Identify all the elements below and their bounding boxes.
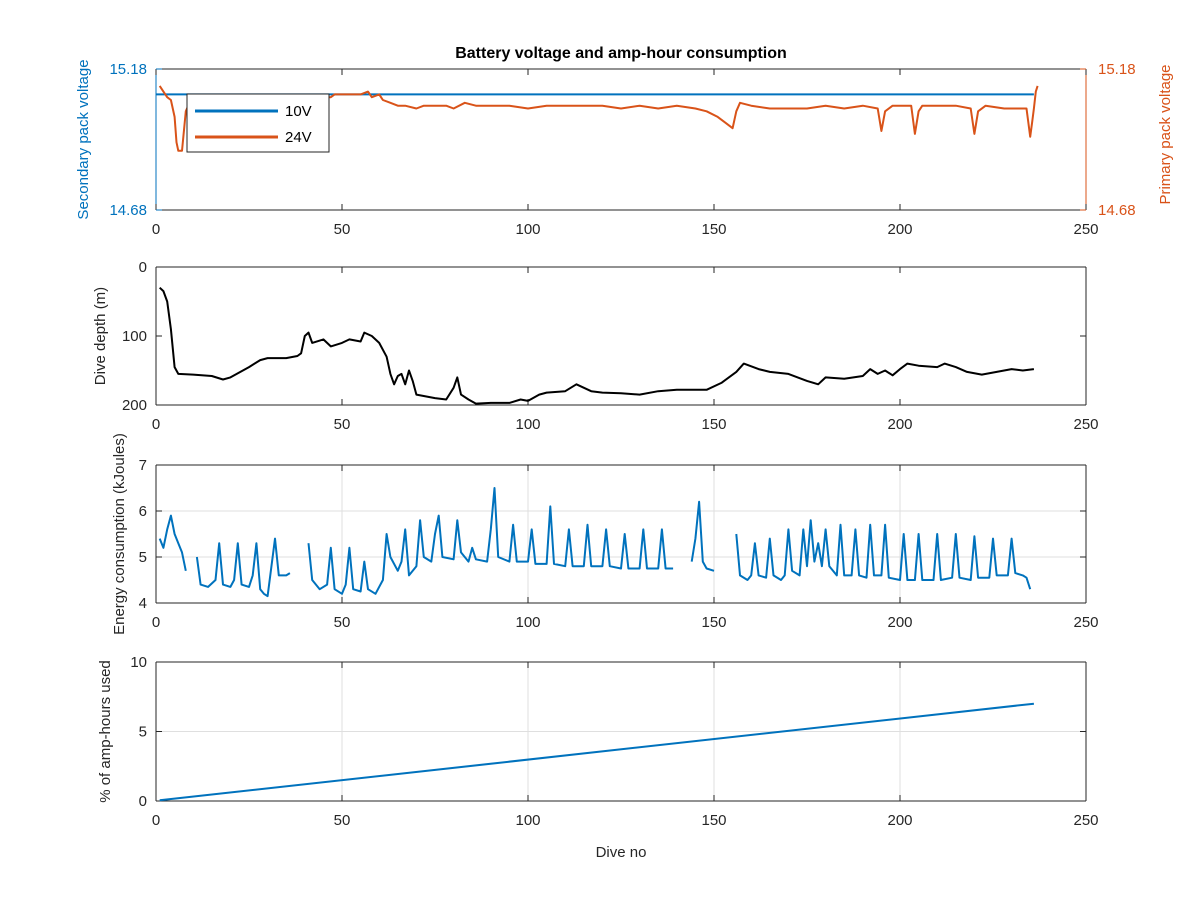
x-tick-label: 250 (1073, 614, 1098, 631)
y-tick-label: 5 (139, 724, 147, 741)
legend-label: 24V (285, 129, 312, 146)
x-tick-label: 0 (152, 221, 160, 238)
x-tick-label: 100 (515, 614, 540, 631)
y-axis-label: Energy consumption (kJoules) (111, 433, 128, 635)
y-tick-label: 7 (139, 457, 147, 474)
x-tick-label: 50 (334, 416, 351, 433)
x-tick-label: 250 (1073, 416, 1098, 433)
series-line-1 (158, 514, 187, 572)
legend-label: 10V (285, 103, 312, 120)
series-line-1 (159, 702, 1035, 802)
x-tick-label: 150 (701, 614, 726, 631)
y-tick-label: 0 (139, 259, 147, 276)
subplot-2: 0 50 100 150 200 250 0 100 200 Dive depth (m) (92, 259, 1099, 433)
chart-title: Battery voltage and amp-hour consumption (455, 45, 787, 62)
subplot-1: 0 50 100 150 200 25014.6815.1814.6815.18Secon… (75, 45, 1174, 238)
y-tick-label: 4 (139, 595, 147, 612)
x-tick-label: 200 (887, 812, 912, 829)
y-right-tick-label: 15.18 (1098, 61, 1136, 78)
series-line-1 (195, 537, 291, 598)
y-right-axis-label: Primary pack voltage (1157, 64, 1174, 204)
subplot-3: 0 50 100 150 200 250 4 5 6 7 Energy consumption (k… (111, 433, 1099, 635)
x-tick-label: 200 (887, 416, 912, 433)
x-tick-label: 150 (701, 221, 726, 238)
x-tick-label: 0 (152, 416, 160, 433)
x-axis-label: Dive no (596, 844, 647, 861)
y-tick-label: 5 (139, 549, 147, 566)
y-tick-label: 14.68 (109, 202, 147, 219)
x-tick-label: 250 (1073, 221, 1098, 238)
x-tick-label: 50 (334, 614, 351, 631)
series-line-1 (307, 487, 674, 595)
x-tick-label: 50 (334, 812, 351, 829)
y-tick-label: 10 (130, 654, 147, 671)
subplot-4: 0 50 100 150 200 250 0 5 10 % of amp-hours used Di… (97, 654, 1099, 861)
x-tick-label: 150 (701, 812, 726, 829)
y-right-tick-label: 14.68 (1098, 202, 1136, 219)
x-tick-label: 100 (515, 221, 540, 238)
x-tick-label: 250 (1073, 812, 1098, 829)
y-tick-label: 200 (122, 397, 147, 414)
x-tick-label: 0 (152, 614, 160, 631)
y-axis-label: % of amp-hours used (97, 660, 114, 803)
x-tick-label: 100 (515, 416, 540, 433)
x-tick-label: 150 (701, 416, 726, 433)
x-tick-label: 200 (887, 614, 912, 631)
x-tick-label: 200 (887, 221, 912, 238)
y-tick-label: 0 (139, 793, 147, 810)
series-line-1 (690, 500, 715, 572)
y-axis-label: Secondary pack voltage (75, 59, 92, 219)
legend: 10V 24V (186, 93, 330, 153)
series-line-1 (735, 519, 1032, 590)
x-tick-label: 50 (334, 221, 351, 238)
x-tick-label: 100 (515, 812, 540, 829)
y-axis-label: Dive depth (m) (92, 287, 109, 385)
y-tick-label: 15.18 (109, 61, 147, 78)
series-line-1 (159, 286, 1035, 405)
legend-box (186, 93, 330, 153)
x-tick-label: 0 (152, 812, 160, 829)
y-tick-label: 6 (139, 503, 147, 520)
y-tick-label: 100 (122, 328, 147, 345)
